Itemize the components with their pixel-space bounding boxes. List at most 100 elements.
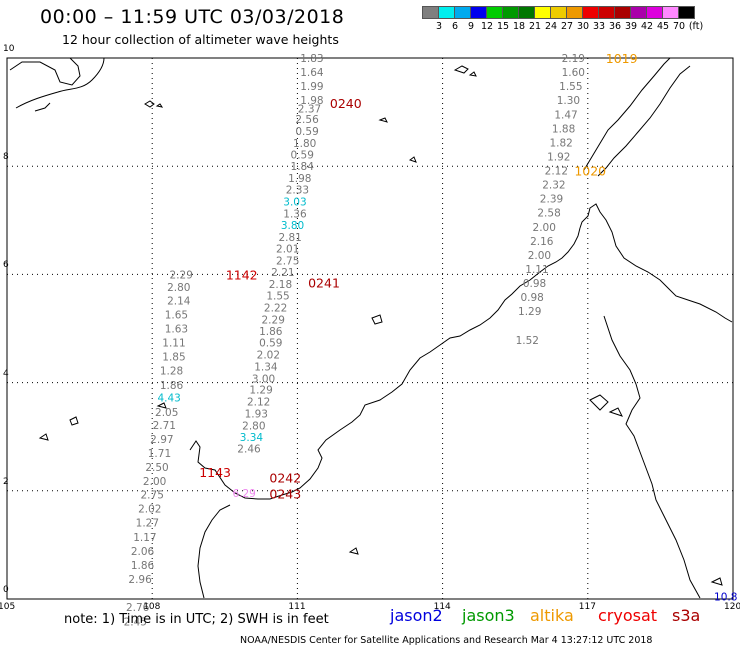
wave-height-value: 3.00 xyxy=(252,373,275,385)
wave-height-value: 2.22 xyxy=(264,302,287,314)
wave-height-value: 2.12 xyxy=(545,166,568,178)
pass-time-label: 0240 xyxy=(330,96,362,111)
track-1020: 2.32 2.39 2.58 2.00 2.16 2.00 1.11 0.98 0.98 1.29… xyxy=(516,164,607,347)
lat-tick-label: 4 xyxy=(3,368,9,379)
pass-time-label: 1019 xyxy=(606,51,638,66)
wave-height-value: 1.47 xyxy=(554,109,577,121)
lat-tick-label: 2 xyxy=(3,476,9,487)
wave-height-value: 1.17 xyxy=(133,532,156,544)
wave-height-value: 2.29 xyxy=(170,269,193,281)
wave-height-value: 2.37 xyxy=(298,103,321,115)
wave-height-value: 2.00 xyxy=(143,476,166,488)
track-0240: 1.831.641.991.982.372.560.591.800.591.84… xyxy=(276,53,362,267)
lon-tick-label: 105 xyxy=(0,602,16,612)
wave-height-value: 0.59 xyxy=(295,126,318,138)
wave-height-value: 2.33 xyxy=(286,184,309,196)
wave-height-value: 2.02 xyxy=(257,349,280,361)
page-subtitle: 12 hour collection of altimeter wave hei… xyxy=(62,32,339,47)
wave-height-value: 1.92 xyxy=(547,151,570,163)
satellite-label-cryosat: cryosat xyxy=(598,606,658,625)
track-1142: 2.292.802.14 1.65 1.63 1.11 1.85 1.28 1.864.43… xyxy=(157,267,257,404)
pass-time-label: 1142 xyxy=(226,267,258,282)
satellite-label-jason3: jason3 xyxy=(462,606,515,625)
lat-tick-label: 8 xyxy=(3,152,9,163)
legend-label: 12 xyxy=(480,21,494,32)
wave-height-value: 1.86 xyxy=(259,326,283,338)
wave-height-value: 2.21 xyxy=(271,267,294,279)
satellite-label-altika: altika xyxy=(530,606,574,625)
lon-tick-label: 117 xyxy=(578,602,596,612)
wave-height-value: 2.18 xyxy=(269,279,292,291)
track-edge: 10.8 xyxy=(714,591,737,603)
pass-time-label: 1020 xyxy=(574,164,606,179)
wave-height-value: 3.34 xyxy=(240,432,264,444)
wave-height-value: 3.03 xyxy=(283,196,306,208)
legend-label: 6 xyxy=(451,21,459,32)
legend-label: 21 xyxy=(528,21,542,32)
pass-time-label: 1143 xyxy=(199,465,231,480)
wave-height-value: 1.34 xyxy=(254,361,278,373)
legend-unit: (ft) xyxy=(688,21,704,32)
track-1143: 2.052.71 2.97 1.71 2.50 2.00 2.75 2.02 1.27 1.17… xyxy=(124,407,231,629)
wave-height-value: 1.30 xyxy=(557,95,580,107)
legend-label: 9 xyxy=(467,21,475,32)
wave-height-value: 1.55 xyxy=(266,290,289,302)
page-title: 00:00 – 11:59 UTC 03/03/2018 xyxy=(40,6,345,28)
wave-height-value: 3.80 xyxy=(281,220,304,232)
coast-borneo-west xyxy=(189,227,581,500)
coast-borneo-north xyxy=(579,203,733,323)
track-1019: 2.19 1.60 1.55 1.30 1.47 1.88 1.82 1.92 2.12 1019 xyxy=(545,51,638,178)
wave-height-value: 1.11 xyxy=(525,264,548,276)
legend-labels: 3 6 9 12 15 18 21 24 27 30 33 36 39 42 45 70 (ft) xyxy=(422,19,703,33)
wave-height-value: 2.02 xyxy=(138,504,161,516)
satellite-label-s3a: s3a xyxy=(672,606,701,625)
wave-height-value: 0.59 xyxy=(291,149,314,161)
wave-height-value: 2.01 xyxy=(276,243,299,255)
wave-height-value: 2.45 xyxy=(124,617,147,629)
wave-height-value: 2.16 xyxy=(530,236,554,248)
wave-height-value: 2.14 xyxy=(167,295,191,307)
wave-height-value: 2.50 xyxy=(145,462,168,474)
wave-height-value: 2.39 xyxy=(540,194,563,206)
wave-height-value: 2.46 xyxy=(237,444,261,456)
coast-borneo-east xyxy=(603,315,701,599)
coast-borneo-south xyxy=(197,504,231,599)
footer-note: note: 1) Time is in UTC; 2) SWH is in fe… xyxy=(64,612,329,627)
wave-height-value: 2.80 xyxy=(242,420,265,432)
lat-tick-label: 10 xyxy=(3,44,15,54)
wave-height-value: 4.43 xyxy=(157,393,180,405)
wave-height-value: 1.36 xyxy=(283,208,307,220)
wave-height-value: 1.93 xyxy=(245,408,268,420)
wave-height-value: 1.88 xyxy=(552,123,575,135)
wave-height-value: 2.05 xyxy=(155,407,178,419)
wave-height-value: 2.12 xyxy=(247,397,270,409)
legend-label: 45 xyxy=(656,21,670,32)
legend-label: 70 xyxy=(672,21,686,32)
legend-label: 30 xyxy=(576,21,590,32)
wave-height-value: 6.29 xyxy=(232,488,255,500)
wave-height-value: 1.29 xyxy=(518,306,541,318)
wave-height-value: 2.81 xyxy=(278,232,301,244)
wave-height-value: 2.56 xyxy=(295,114,319,126)
wave-height-value: 2.29 xyxy=(262,314,285,326)
legend-label: 15 xyxy=(496,21,510,32)
wave-height-value: 0.59 xyxy=(259,338,282,350)
altimeter-tracks: 1.831.641.991.982.372.560.591.800.591.84… xyxy=(124,51,738,629)
coast-conson xyxy=(144,100,164,108)
track-0243: 6.29 0243 xyxy=(232,487,301,502)
map-frame xyxy=(6,57,734,600)
graticule xyxy=(7,58,733,599)
legend-label: 33 xyxy=(592,21,606,32)
track-0242: 3.001.292.121.932.803.342.46 0242 xyxy=(237,373,301,485)
legend-swatches xyxy=(422,6,695,19)
lon-tick-label: 111 xyxy=(288,602,306,612)
legend-label: 36 xyxy=(608,21,622,32)
wave-height-value: 2.32 xyxy=(542,180,565,192)
pass-time-label: 0242 xyxy=(269,470,301,485)
lon-tick-label: 108 xyxy=(143,602,161,612)
lat-tick-label: 6 xyxy=(3,260,9,271)
wave-height-value: 2.75 xyxy=(141,490,164,502)
wave-height-value: 2.71 xyxy=(153,420,176,432)
wave-height-value: 0.98 xyxy=(520,292,543,304)
